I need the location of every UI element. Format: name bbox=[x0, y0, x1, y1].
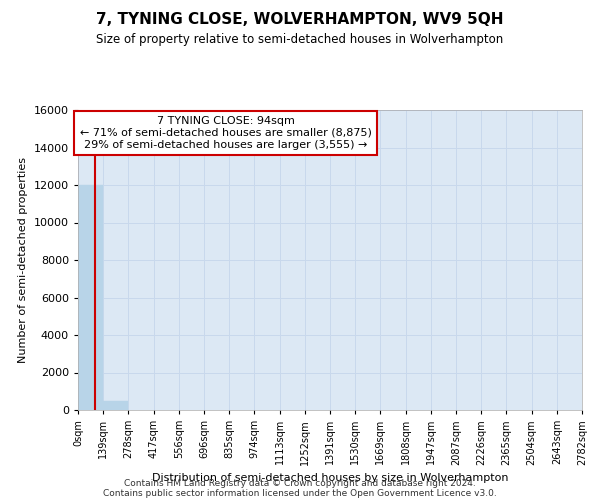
Text: 7, TYNING CLOSE, WOLVERHAMPTON, WV9 5QH: 7, TYNING CLOSE, WOLVERHAMPTON, WV9 5QH bbox=[96, 12, 504, 28]
Text: Contains HM Land Registry data © Crown copyright and database right 2024.: Contains HM Land Registry data © Crown c… bbox=[124, 478, 476, 488]
Text: Size of property relative to semi-detached houses in Wolverhampton: Size of property relative to semi-detach… bbox=[97, 32, 503, 46]
Y-axis label: Number of semi-detached properties: Number of semi-detached properties bbox=[18, 157, 28, 363]
Text: Contains public sector information licensed under the Open Government Licence v3: Contains public sector information licen… bbox=[103, 488, 497, 498]
Bar bbox=[78, 185, 103, 410]
X-axis label: Distribution of semi-detached houses by size in Wolverhampton: Distribution of semi-detached houses by … bbox=[152, 473, 508, 483]
Bar bbox=[103, 400, 128, 410]
Text: 7 TYNING CLOSE: 94sqm
← 71% of semi-detached houses are smaller (8,875)
29% of s: 7 TYNING CLOSE: 94sqm ← 71% of semi-deta… bbox=[80, 116, 371, 150]
